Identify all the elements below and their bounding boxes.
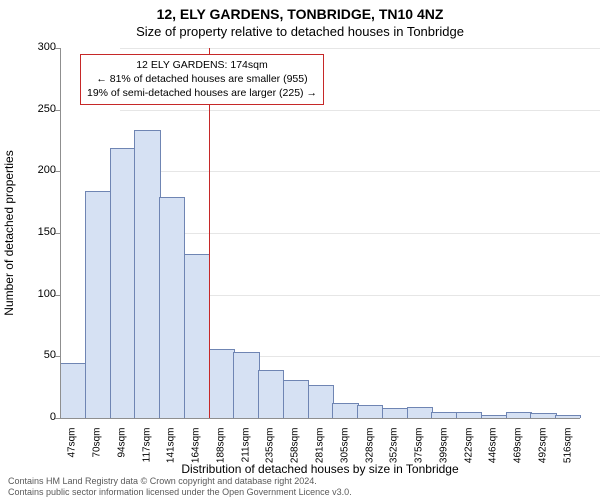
gridline xyxy=(120,48,600,49)
histogram-bar xyxy=(184,254,210,418)
histogram-bar xyxy=(159,197,185,418)
x-axis-line xyxy=(60,418,580,419)
annotation-line-1: 12 ELY GARDENS: 174sqm xyxy=(87,58,317,72)
footer-line-2: Contains public sector information licen… xyxy=(8,487,592,498)
footer-line-1: Contains HM Land Registry data © Crown c… xyxy=(8,476,592,487)
histogram-bar xyxy=(407,407,433,418)
histogram-bar xyxy=(258,370,284,418)
y-tick-label: 200 xyxy=(6,164,56,176)
annotation-line-2: ← 81% of detached houses are smaller (95… xyxy=(87,72,317,86)
histogram-bar xyxy=(382,408,408,418)
annotation-line-3: 19% of semi-detached houses are larger (… xyxy=(87,86,317,100)
histogram-bar xyxy=(357,405,383,418)
plot-area: 12 ELY GARDENS: 174sqm← 81% of detached … xyxy=(60,48,580,418)
histogram-bar xyxy=(209,349,235,418)
histogram-bar xyxy=(60,363,86,418)
y-tick-label: 250 xyxy=(6,103,56,115)
gridline xyxy=(120,171,600,172)
annotation-box: 12 ELY GARDENS: 174sqm← 81% of detached … xyxy=(80,54,324,105)
chart-container: 12, ELY GARDENS, TONBRIDGE, TN10 4NZ Siz… xyxy=(0,0,600,500)
y-tick-label: 300 xyxy=(6,41,56,53)
chart-title-secondary: Size of property relative to detached ho… xyxy=(0,24,600,39)
y-axis-line xyxy=(60,48,61,418)
histogram-bar xyxy=(332,403,358,418)
attribution-footer: Contains HM Land Registry data © Crown c… xyxy=(8,476,592,498)
gridline xyxy=(120,233,600,234)
histogram-bar xyxy=(134,130,160,418)
chart-title-primary: 12, ELY GARDENS, TONBRIDGE, TN10 4NZ xyxy=(0,6,600,22)
y-tick-label: 150 xyxy=(6,226,56,238)
y-tick-label: 0 xyxy=(6,411,56,423)
histogram-bar xyxy=(308,385,334,418)
histogram-bar xyxy=(233,352,259,418)
histogram-bar xyxy=(283,380,309,418)
gridline xyxy=(120,110,600,111)
y-tick-label: 50 xyxy=(6,349,56,361)
histogram-bar xyxy=(85,191,111,418)
histogram-bar xyxy=(110,148,136,418)
x-axis-label: Distribution of detached houses by size … xyxy=(60,462,580,476)
y-tick-label: 100 xyxy=(6,288,56,300)
